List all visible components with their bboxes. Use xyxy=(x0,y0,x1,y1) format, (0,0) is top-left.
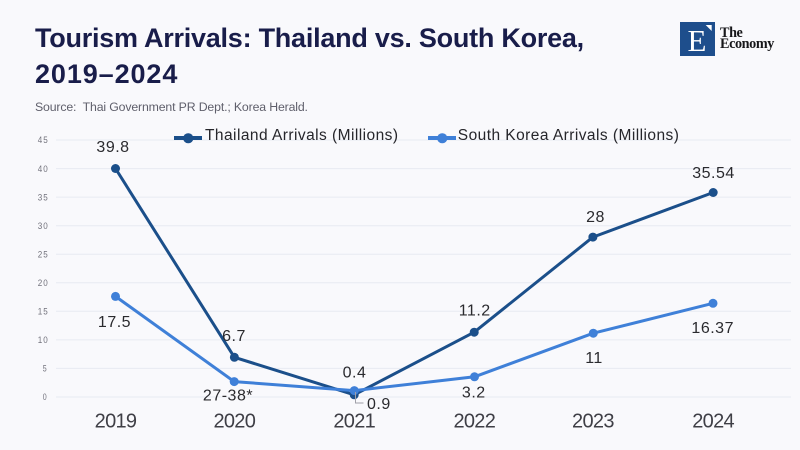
svg-text:45: 45 xyxy=(38,135,49,146)
svg-text:2022: 2022 xyxy=(453,410,495,432)
svg-text:39.8: 39.8 xyxy=(96,139,129,156)
svg-text:2023: 2023 xyxy=(572,410,614,432)
svg-text:0: 0 xyxy=(43,392,48,403)
svg-text:10: 10 xyxy=(38,335,49,346)
svg-text:6.7: 6.7 xyxy=(222,328,246,345)
svg-text:2019: 2019 xyxy=(95,410,137,432)
svg-text:25: 25 xyxy=(38,249,49,260)
svg-text:27-38*: 27-38* xyxy=(203,388,253,405)
svg-text:40: 40 xyxy=(38,164,49,175)
svg-text:30: 30 xyxy=(38,221,49,232)
svg-text:17.5: 17.5 xyxy=(98,314,131,331)
svg-text:3.2: 3.2 xyxy=(462,385,486,402)
svg-text:35: 35 xyxy=(38,192,49,203)
svg-text:11: 11 xyxy=(585,350,603,367)
svg-text:15: 15 xyxy=(38,307,49,318)
svg-text:0.9: 0.9 xyxy=(367,396,391,413)
svg-text:2020: 2020 xyxy=(213,410,255,432)
svg-text:0.4: 0.4 xyxy=(343,365,367,382)
svg-text:2021: 2021 xyxy=(333,410,375,432)
svg-text:20: 20 xyxy=(38,278,49,289)
svg-text:16.37: 16.37 xyxy=(691,320,734,337)
svg-text:35.54: 35.54 xyxy=(692,165,735,182)
svg-text:5: 5 xyxy=(43,364,48,375)
svg-text:28: 28 xyxy=(586,209,605,226)
svg-text:11.2: 11.2 xyxy=(459,303,491,320)
svg-text:2024: 2024 xyxy=(692,410,734,432)
